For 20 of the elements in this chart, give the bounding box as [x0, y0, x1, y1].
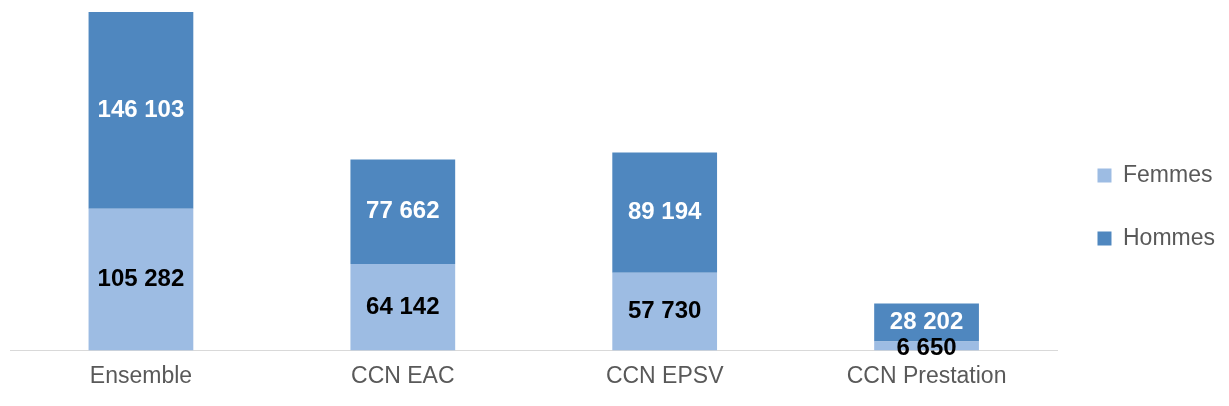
bar: [612, 152, 718, 273]
data-label: 77 662: [366, 196, 440, 224]
legend-label: Hommes: [1122, 223, 1215, 250]
data-label: 64 142: [366, 291, 440, 319]
bar: [88, 208, 194, 351]
x-tick-label: Ensemble: [89, 361, 193, 388]
x-tick-label: CCN EAC: [351, 361, 455, 388]
x-tick-label: CCN EPSV: [605, 361, 725, 388]
bar: [612, 272, 718, 351]
data-label: 105 282: [97, 264, 185, 292]
x-tick-label: CCN Prestation: [846, 361, 1007, 388]
data-label: 146 103: [97, 94, 185, 122]
legend-label: Femmes: [1122, 160, 1213, 187]
data-label: 6 650: [896, 332, 957, 360]
data-label: 28 202: [889, 307, 964, 335]
data-label: 89 194: [627, 197, 703, 225]
bar: [350, 264, 456, 351]
bar: [350, 159, 456, 265]
data-label: 57 730: [627, 296, 702, 324]
bar: [88, 12, 194, 209]
